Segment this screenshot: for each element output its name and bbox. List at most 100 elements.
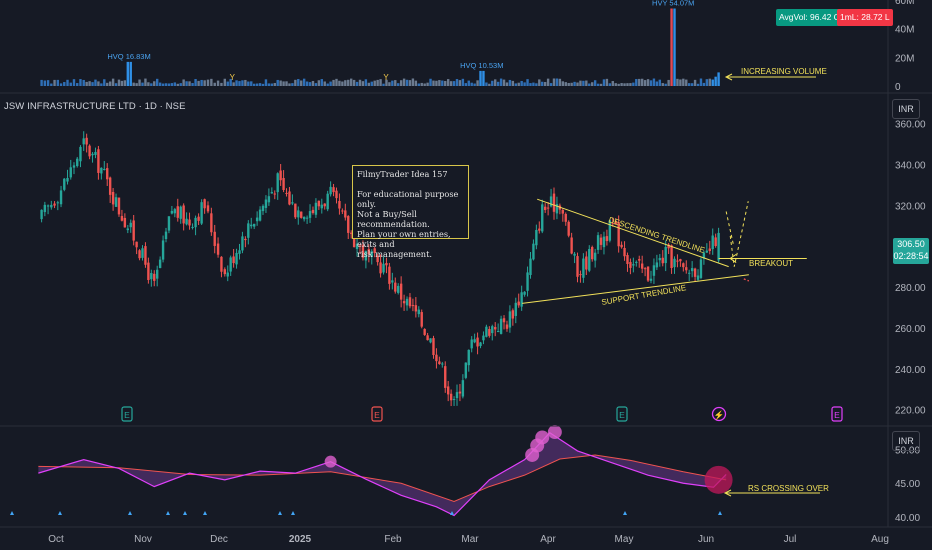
candle (226, 272, 229, 277)
volume-bar (279, 80, 282, 86)
descending-trendline (537, 198, 729, 268)
candle (623, 248, 626, 257)
volume-bar (688, 83, 691, 86)
candle (402, 301, 406, 304)
candle (355, 243, 359, 250)
volume-bar (717, 72, 720, 86)
volume-bar (79, 79, 82, 86)
rs-highlight-circle (535, 430, 550, 445)
volume-bar (270, 83, 274, 86)
volume-bar (63, 82, 66, 86)
candle (335, 190, 338, 199)
volume-bar (103, 79, 106, 86)
candle (176, 206, 179, 218)
rs-signal-marker (278, 511, 282, 515)
event-marker-box (121, 406, 133, 422)
volume-bar (326, 83, 329, 86)
candle (106, 168, 109, 180)
candle (197, 216, 200, 221)
candle (79, 146, 82, 162)
candle (529, 258, 532, 275)
volume-bar (46, 80, 50, 86)
volume-bar (423, 83, 426, 86)
candle (308, 211, 312, 218)
avg-volume-badge: AvgVol: 96.42 Cr (776, 9, 846, 26)
candle (432, 338, 435, 356)
volume-bar (464, 83, 468, 86)
volume-bar (94, 79, 97, 86)
volume-bar (499, 78, 503, 86)
candle (164, 231, 168, 240)
candle (629, 262, 632, 268)
volume-bar (120, 80, 124, 86)
candle (579, 274, 582, 276)
volume-bar (438, 80, 441, 86)
volume-bar (432, 80, 435, 86)
candle (261, 205, 265, 212)
currency-button-top[interactable]: INR (892, 99, 920, 119)
volume-bar (379, 79, 382, 86)
event-marker-label: E (619, 410, 625, 420)
candle (182, 205, 185, 224)
candle (117, 197, 121, 215)
rs-axis-label: 50.00 (895, 446, 920, 457)
candle (88, 145, 91, 157)
candle (120, 215, 124, 221)
candle (56, 202, 59, 204)
volume-bar (302, 78, 306, 86)
volume-bar (417, 83, 420, 86)
volume-bar (355, 81, 359, 86)
volume-bar (685, 79, 688, 86)
candle (479, 342, 482, 347)
candle (414, 305, 418, 312)
candle (635, 261, 638, 263)
candle (446, 386, 450, 395)
volume-bar (470, 82, 473, 86)
rs-signal-marker (203, 511, 207, 515)
note-line: Plan your own entries, exits and (357, 229, 451, 249)
volume-bar (164, 83, 168, 86)
volume-bar (59, 83, 63, 86)
candle (288, 191, 291, 205)
candle (602, 236, 606, 248)
candle (511, 310, 515, 319)
candle (523, 291, 526, 295)
candle (417, 309, 420, 315)
time-axis-label: Jun (698, 534, 714, 545)
support-label: SUPPORT TRENDLINE (601, 283, 687, 307)
candle (420, 312, 423, 327)
volume-bar (523, 82, 526, 86)
volume-bar (72, 79, 76, 86)
volume-bar (194, 79, 197, 86)
candle (72, 165, 76, 168)
candle (370, 251, 373, 257)
rs-pane (10, 425, 733, 517)
candle (567, 221, 570, 236)
candle (59, 190, 63, 205)
volume-bar (452, 81, 456, 86)
volume-bar (114, 83, 118, 86)
volume-bar (414, 80, 418, 86)
volume-bar (188, 81, 191, 86)
candle (344, 210, 347, 218)
candle (179, 206, 182, 219)
candle (282, 177, 285, 190)
volume-bar (158, 82, 162, 86)
volume-bar (582, 80, 585, 86)
candle (69, 167, 72, 178)
candle (394, 282, 397, 292)
volume-bar (53, 79, 56, 86)
volume-bar (667, 79, 670, 86)
candle (305, 217, 309, 219)
candle (461, 380, 465, 397)
rs-line (38, 431, 727, 517)
volume-bar (535, 83, 538, 86)
volume-bar (85, 81, 88, 86)
volume-bar (614, 83, 617, 86)
volume-bar (344, 80, 347, 86)
volume-bar (358, 79, 362, 86)
volume-bar (629, 83, 632, 86)
volume-bar (661, 83, 664, 86)
currency-button-bottom[interactable]: INR (892, 431, 920, 451)
candle (643, 268, 647, 270)
